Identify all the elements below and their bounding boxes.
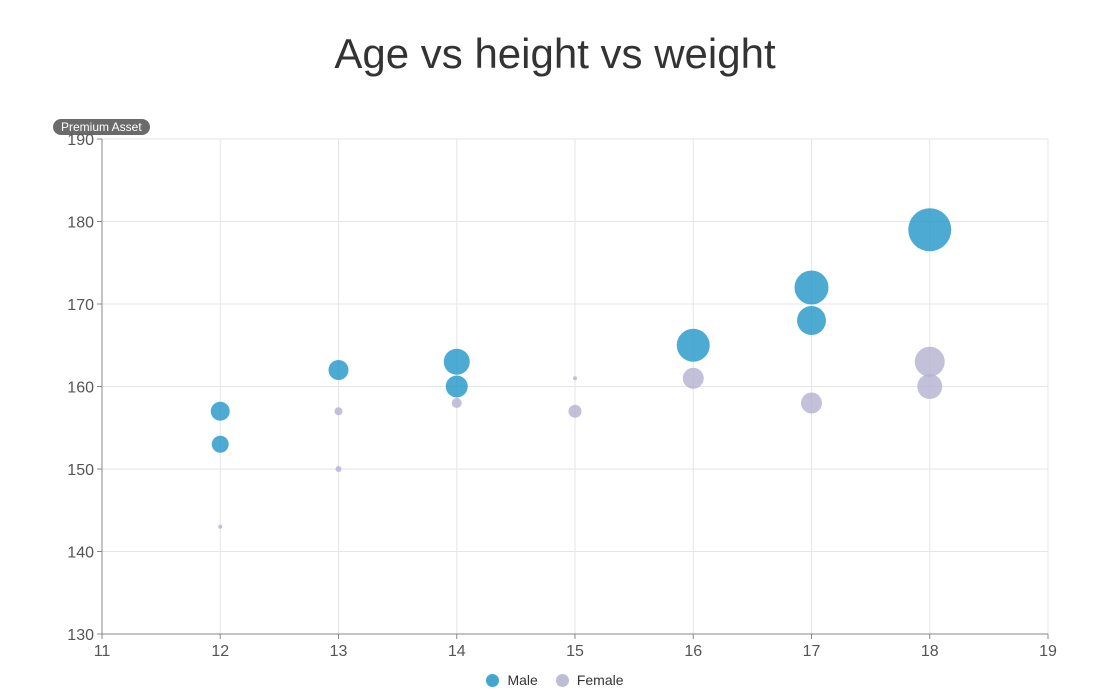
- bubble-male: [908, 208, 952, 252]
- y-tick-label: 180: [67, 215, 94, 232]
- chart-title: Age vs height vs weight: [334, 30, 776, 77]
- x-tick-label: 13: [330, 643, 348, 660]
- legend-swatch-female: [555, 673, 569, 687]
- bubble-female: [682, 367, 704, 389]
- bubble-female: [334, 407, 343, 416]
- y-tick-label: 160: [67, 380, 94, 397]
- y-tick-label: 190: [67, 132, 94, 149]
- legend-item-male[interactable]: Male: [486, 672, 538, 688]
- legend-label-female: Female: [576, 672, 624, 688]
- bubble-male: [676, 328, 710, 362]
- bubble-female: [801, 392, 822, 414]
- y-tick-label: 140: [67, 545, 94, 562]
- bubble-male: [445, 375, 468, 398]
- bubble-female: [335, 466, 342, 472]
- x-tick-label: 11: [94, 643, 111, 660]
- legend-swatch-male: [486, 673, 500, 687]
- bubble-female: [573, 376, 577, 381]
- bubble-male: [797, 306, 826, 335]
- x-tick-label: 16: [684, 643, 702, 660]
- scatter-chart: 11 12 13 14 15 16 17 18 19 130 140 150 160 170 180 190: [67, 132, 1057, 660]
- bubble-male: [328, 360, 349, 380]
- premium-badge: Premium Asset: [53, 119, 150, 135]
- bubble-female: [451, 398, 462, 408]
- bubble-male: [210, 401, 230, 421]
- bubble-male: [443, 348, 470, 375]
- legend-label-male: Male: [507, 672, 538, 688]
- x-tick-label: 12: [211, 643, 229, 660]
- y-tick-label: 130: [67, 627, 94, 644]
- bubble-female: [917, 374, 943, 399]
- x-tick-label: 19: [1039, 643, 1057, 660]
- legend-item-female[interactable]: Female: [555, 672, 624, 688]
- x-tick-label: 14: [448, 643, 466, 660]
- legend: Male Female: [0, 672, 1110, 688]
- x-tick-label: 15: [566, 643, 584, 660]
- bubble-female: [914, 346, 945, 377]
- bubble-female: [218, 524, 223, 529]
- bubble-male: [211, 435, 229, 453]
- y-tick-label: 170: [67, 297, 94, 314]
- x-tick-label: 18: [921, 643, 939, 660]
- bubble-female: [568, 404, 582, 418]
- bubble-male: [794, 270, 829, 305]
- y-tick-label: 150: [67, 462, 94, 479]
- x-tick-label: 17: [803, 643, 821, 660]
